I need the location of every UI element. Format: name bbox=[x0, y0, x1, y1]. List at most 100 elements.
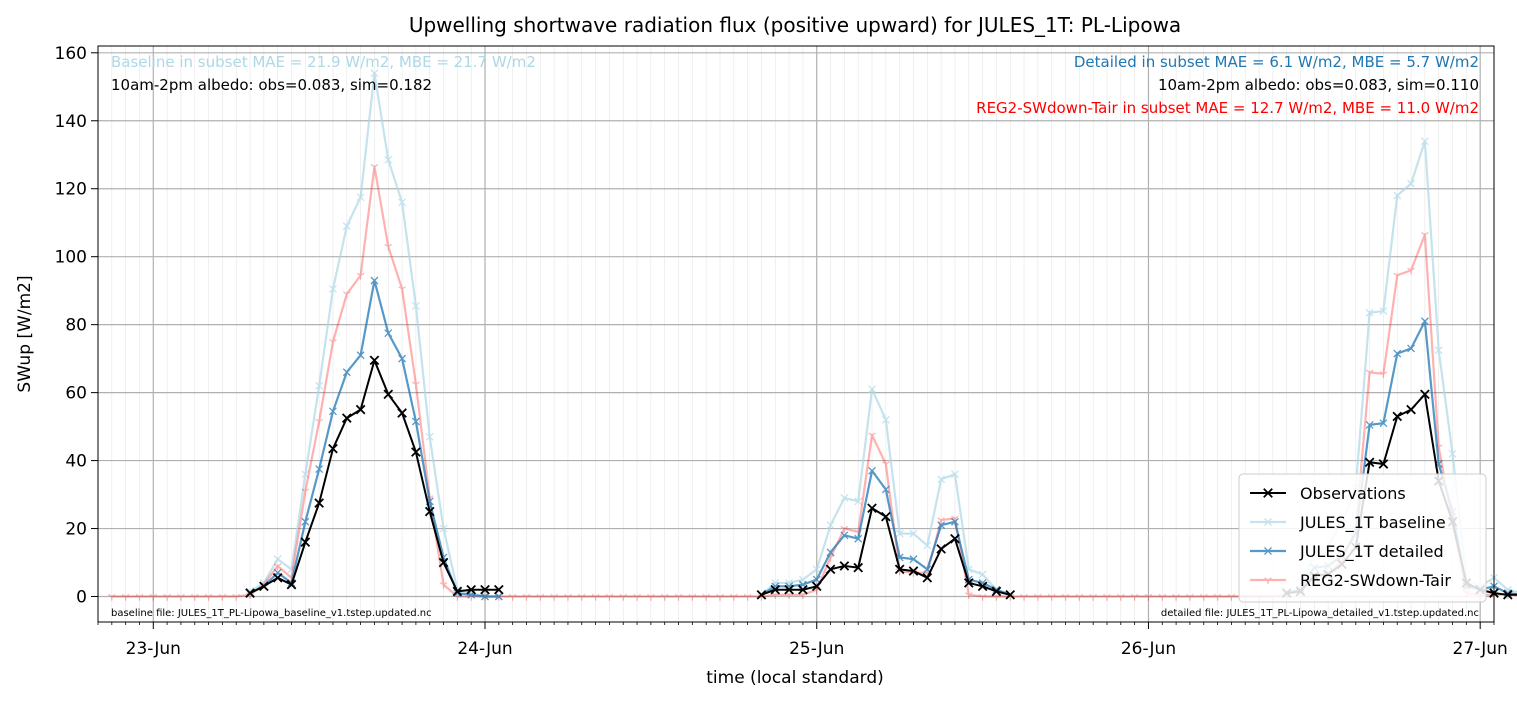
reg-stats-annotation: REG2-SWdown-Tair in subset MAE = 12.7 W/… bbox=[976, 99, 1479, 117]
tri-marker bbox=[964, 592, 970, 596]
detailed-albedo-annotation: 10am-2pm albedo: obs=0.083, sim=0.110 bbox=[1158, 76, 1479, 94]
tri-marker bbox=[1023, 593, 1028, 598]
x-marker bbox=[273, 555, 282, 564]
x-marker bbox=[452, 586, 463, 597]
tri-marker bbox=[1047, 593, 1053, 598]
tri-marker bbox=[674, 593, 679, 598]
tri-marker bbox=[978, 593, 983, 598]
tri-marker bbox=[194, 593, 199, 598]
x-marker bbox=[881, 485, 890, 494]
tri-marker bbox=[1106, 593, 1111, 598]
tri-marker bbox=[232, 593, 237, 598]
tri-marker bbox=[152, 593, 158, 598]
tri-marker bbox=[1158, 593, 1163, 598]
tri-marker bbox=[1130, 593, 1135, 598]
x-marker bbox=[826, 548, 835, 557]
tri-marker bbox=[729, 593, 735, 598]
tri-marker bbox=[1065, 593, 1070, 598]
tri-marker bbox=[591, 593, 596, 598]
x-marker bbox=[424, 506, 435, 517]
tri-marker bbox=[208, 593, 213, 598]
x-marker bbox=[895, 529, 904, 538]
tri-marker bbox=[692, 593, 697, 598]
tri-marker bbox=[1438, 444, 1443, 448]
x-marker bbox=[937, 521, 946, 530]
x-marker bbox=[922, 572, 933, 583]
tri-marker bbox=[553, 593, 558, 598]
tri-marker bbox=[733, 593, 738, 598]
tri-marker bbox=[1227, 593, 1232, 598]
tri-marker bbox=[387, 243, 393, 248]
tri-marker bbox=[536, 593, 541, 598]
x-marker bbox=[356, 193, 365, 202]
y-tick-label: 100 bbox=[55, 248, 87, 268]
x-marker bbox=[950, 470, 959, 479]
y-tick-label: 40 bbox=[65, 452, 87, 472]
x-marker bbox=[923, 541, 932, 550]
x-marker bbox=[1365, 420, 1374, 429]
tri-marker bbox=[595, 593, 600, 598]
tri-marker bbox=[1407, 267, 1412, 271]
x-marker bbox=[411, 302, 420, 310]
x-marker bbox=[978, 570, 987, 579]
tri-marker bbox=[882, 461, 887, 465]
tri-marker bbox=[1061, 593, 1066, 598]
legend-swatch bbox=[1250, 488, 1286, 498]
tri-marker bbox=[526, 593, 531, 598]
x-marker bbox=[398, 354, 407, 363]
tri-marker bbox=[854, 529, 859, 533]
legend-swatch bbox=[1250, 518, 1286, 526]
tri-marker bbox=[940, 517, 945, 521]
tri-marker bbox=[235, 593, 241, 598]
x-marker bbox=[1005, 589, 1016, 600]
y-tick-label: 0 bbox=[76, 588, 87, 608]
x-marker bbox=[963, 578, 974, 588]
y-tick-label: 20 bbox=[65, 520, 87, 540]
tri-marker bbox=[633, 593, 638, 598]
baseline-file-note: baseline file: JULES_1T_PL-Lipowa_baseli… bbox=[111, 608, 432, 619]
axis-ticks: 23-Jun 24-Jun 25-Jun 26-Jun 27-Jun 0 20 40 60 80 1… bbox=[55, 44, 1508, 659]
y-tick-label: 140 bbox=[55, 112, 87, 132]
x-marker bbox=[937, 475, 946, 484]
tri-marker bbox=[954, 515, 959, 519]
tri-marker bbox=[360, 272, 365, 276]
tri-marker bbox=[743, 593, 748, 598]
tri-marker bbox=[567, 593, 572, 598]
x-marker bbox=[370, 276, 379, 285]
tri-marker bbox=[508, 593, 513, 598]
x-marker bbox=[867, 503, 877, 513]
x-marker bbox=[341, 413, 352, 423]
x-marker bbox=[909, 529, 918, 538]
tri-marker bbox=[1051, 593, 1056, 598]
tri-marker bbox=[577, 593, 583, 598]
x-marker bbox=[881, 415, 890, 424]
x-marker bbox=[798, 584, 808, 595]
tri-marker bbox=[1079, 593, 1084, 598]
x-marker bbox=[1406, 404, 1416, 415]
tri-marker bbox=[885, 461, 890, 465]
x-marker bbox=[1378, 459, 1389, 469]
legend-label: JULES_1T baseline bbox=[1299, 513, 1446, 533]
x-tick-label: 23-Jun bbox=[126, 639, 181, 659]
tri-marker bbox=[619, 593, 624, 598]
tri-marker bbox=[581, 593, 586, 598]
tri-marker bbox=[1175, 593, 1180, 598]
x-marker bbox=[811, 581, 822, 592]
tri-marker bbox=[304, 488, 310, 492]
tri-marker bbox=[190, 593, 196, 598]
x-marker bbox=[397, 408, 407, 418]
x-marker bbox=[1407, 179, 1416, 188]
tri-marker bbox=[622, 593, 628, 598]
tri-marker bbox=[222, 593, 227, 598]
tri-marker bbox=[1383, 371, 1388, 375]
x-marker bbox=[246, 587, 254, 596]
x-marker bbox=[1393, 349, 1402, 358]
tri-marker bbox=[1034, 593, 1039, 598]
x-marker bbox=[881, 511, 891, 522]
tri-marker bbox=[346, 291, 351, 295]
tri-marker bbox=[1199, 593, 1205, 598]
tri-marker bbox=[1037, 593, 1042, 598]
tri-marker bbox=[439, 581, 444, 586]
x-marker bbox=[1264, 547, 1272, 555]
x-marker bbox=[1264, 518, 1272, 526]
